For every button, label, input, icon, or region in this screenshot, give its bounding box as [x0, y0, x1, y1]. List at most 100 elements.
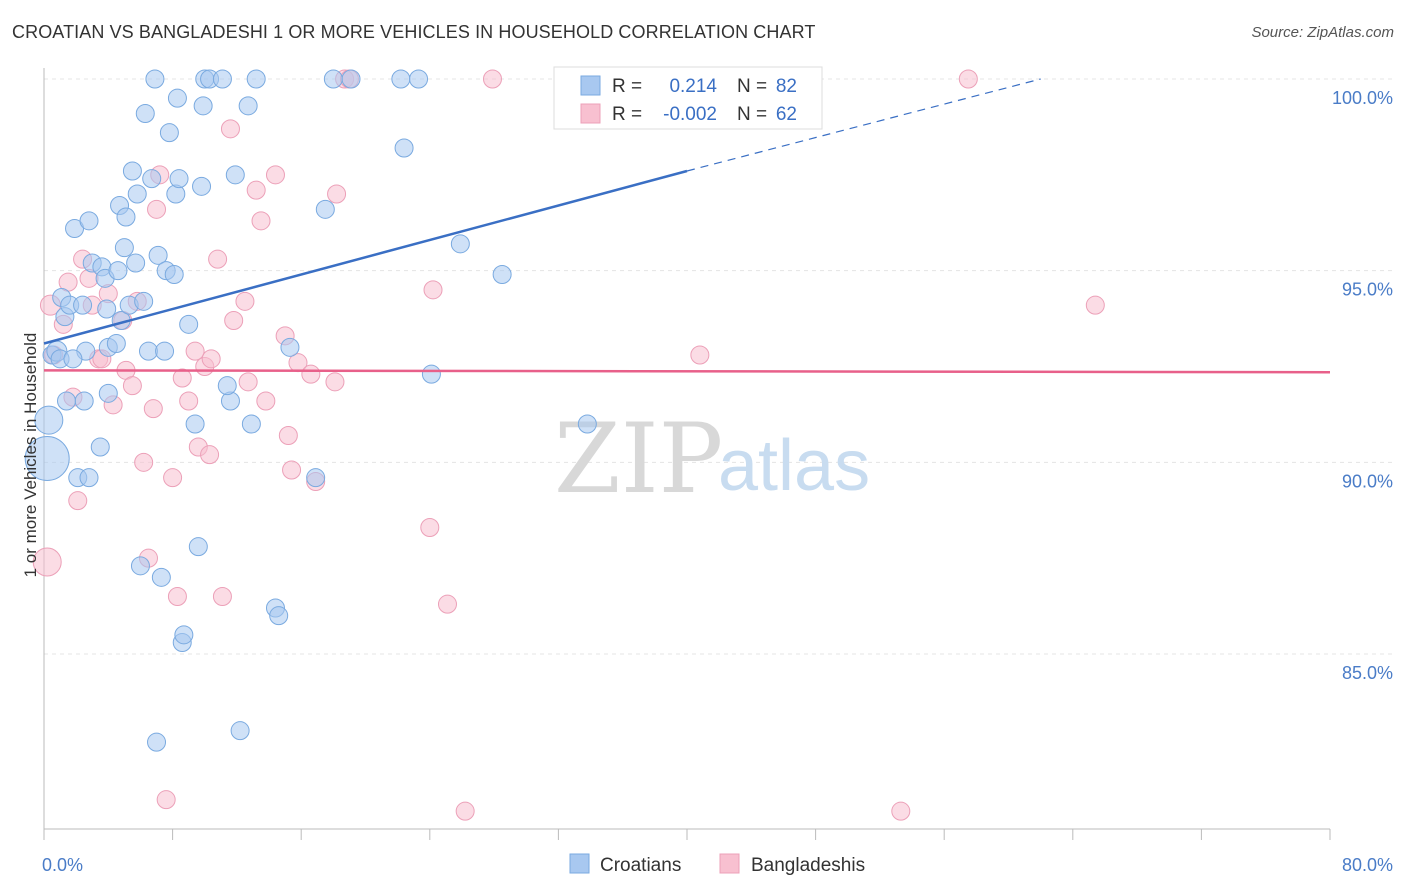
croatian-point [230, 721, 250, 741]
croatian-point [185, 414, 205, 434]
croatian-point [138, 341, 158, 361]
croatian-point [269, 606, 289, 626]
bangladeshi-point [891, 801, 911, 821]
bangladeshi-point [238, 372, 258, 392]
croatian-point [166, 184, 186, 204]
correlation-legend: R = 0.214 N = 82 R = -0.002 N = 62 [553, 66, 823, 130]
croatian-point [155, 341, 175, 361]
croatian-point [145, 69, 165, 89]
bangladeshi-point [455, 801, 475, 821]
y-tick-label: 85.0% [1342, 663, 1393, 683]
x-tick-label: 0.0% [42, 855, 83, 875]
bangladeshi-point [163, 468, 183, 488]
trend-lines [43, 78, 1331, 374]
croatian-point [130, 556, 150, 576]
croatian-point [142, 169, 162, 189]
bangladeshi-point [134, 452, 154, 472]
legend-n-bangladeshis: 62 [776, 104, 797, 125]
legend-n-croatians: 82 [776, 76, 797, 97]
y-tick-label: 95.0% [1342, 280, 1393, 300]
croatian-point [79, 211, 99, 231]
croatian-point [188, 537, 208, 557]
source-label: Source: ZipAtlas.com [1251, 24, 1394, 41]
bangladeshi-point [167, 587, 187, 606]
series-legend: Croatians Bangladeshis [569, 853, 865, 876]
croatian-point [315, 199, 335, 219]
croatian-point [225, 165, 245, 185]
legend-r-label-croatians: R = [612, 76, 642, 97]
bangladeshi-point [437, 594, 457, 614]
bangladeshi-point [327, 184, 347, 204]
croatians-points [24, 69, 610, 752]
bangladeshi-point [201, 349, 221, 369]
legend-r-croatians: 0.214 [669, 76, 717, 97]
croatian-point [147, 732, 167, 752]
croatian-point [421, 364, 441, 384]
bangladeshi-point [143, 399, 163, 419]
bangladeshi-point [147, 199, 167, 219]
y-axis-label: 1 or more Vehicles in Household [21, 333, 40, 578]
bangladeshi-point [172, 368, 192, 388]
croatian-point [135, 104, 155, 123]
bangladeshi-point [251, 211, 271, 231]
croatian-point [151, 567, 171, 587]
croatian-point [73, 295, 93, 315]
croatian-point [63, 349, 83, 369]
croatian-point [114, 238, 134, 258]
bangladeshi-point [156, 790, 176, 810]
x-tick-label: 80.0% [1342, 855, 1393, 875]
bangladeshi-point [482, 69, 502, 89]
bangladeshi-point [325, 372, 345, 392]
croatian-point [79, 468, 99, 488]
croatian-point [492, 265, 512, 284]
croatians-trend-extension [686, 78, 1041, 172]
croatian-point [179, 314, 199, 334]
croatian-point [212, 69, 232, 89]
bangladeshi-point [68, 491, 88, 511]
croatians-trend-line [43, 169, 688, 345]
croatian-point [241, 414, 261, 434]
bangladeshi-point [958, 69, 978, 89]
croatian-point [134, 291, 154, 311]
croatian-point [122, 161, 142, 181]
legend-r-bangladeshis: -0.002 [663, 104, 717, 125]
y-tick-label: 90.0% [1342, 471, 1393, 491]
bangladeshi-point [1085, 295, 1105, 315]
croatian-point [97, 299, 117, 319]
legend-n-label-croatians: N = [737, 76, 767, 97]
croatian-point [450, 234, 470, 254]
croatian-point [394, 138, 414, 158]
watermark-atlas: atlas [718, 426, 870, 506]
bangladeshi-point [423, 280, 443, 300]
legend-swatch-croatians [580, 75, 601, 96]
bangladeshi-point [246, 180, 266, 200]
croatian-point [90, 437, 110, 457]
bangladeshi-point [185, 341, 205, 361]
croatian-point [106, 334, 126, 353]
bangladeshi-point [200, 445, 220, 465]
croatian-point [391, 69, 411, 89]
bangladeshi-point [690, 345, 710, 365]
bangladeshi-point [224, 311, 244, 330]
croatian-point [148, 245, 168, 265]
croatian-point [159, 123, 179, 143]
croatian-point [34, 405, 64, 435]
bangladeshi-point [220, 119, 240, 139]
bottom-legend-swatch-bangladeshis [719, 853, 740, 874]
croatian-point [323, 69, 343, 89]
bangladeshi-point [208, 249, 228, 269]
croatian-point [220, 391, 240, 411]
bottom-legend-swatch-croatians [569, 853, 590, 874]
croatian-point [74, 391, 94, 411]
croatian-point [577, 414, 597, 434]
y-tick-label: 100.0% [1332, 88, 1393, 108]
croatian-point [341, 69, 361, 89]
bangladeshi-point [235, 291, 255, 311]
croatian-point [57, 391, 77, 411]
croatian-point [246, 69, 266, 89]
chart-title: CROATIAN VS BANGLADESHI 1 OR MORE VEHICL… [12, 22, 816, 42]
bangladeshi-point [265, 165, 285, 185]
croatian-point [280, 337, 300, 357]
bottom-legend-croatians: Croatians [600, 855, 681, 876]
gridlines [44, 78, 1395, 655]
